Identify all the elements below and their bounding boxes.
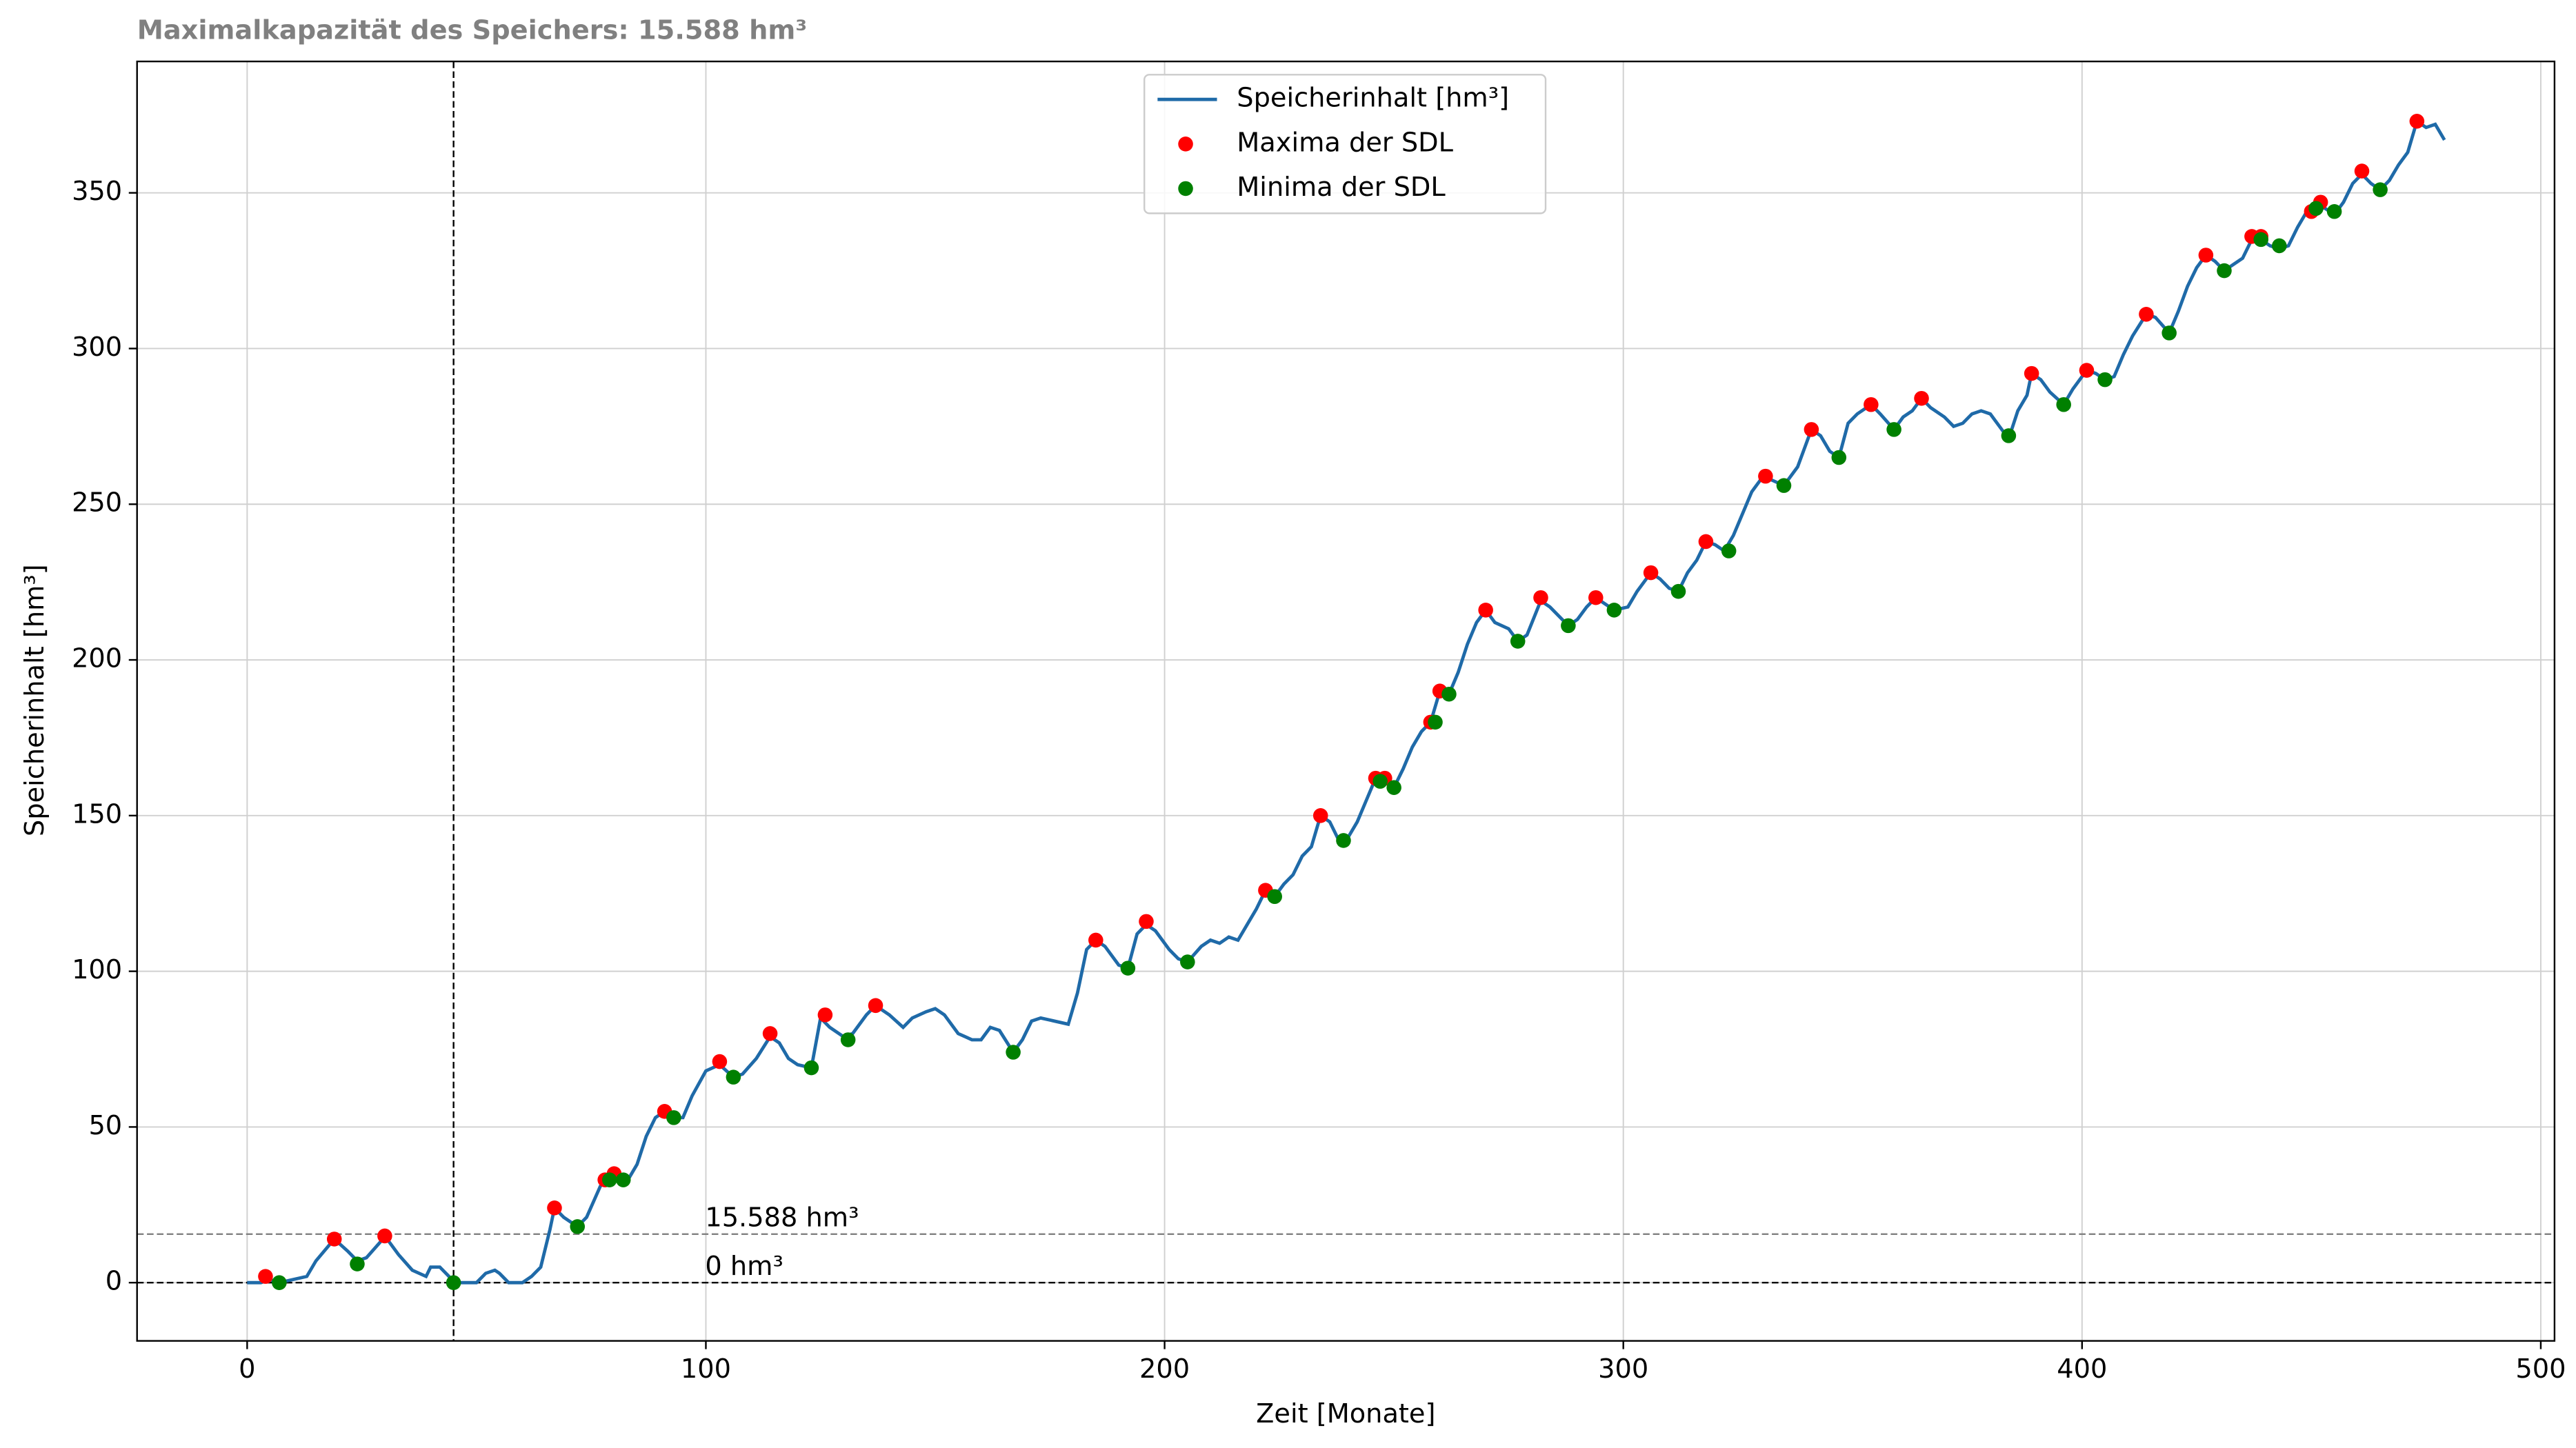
reference-label: 0 hm³ bbox=[705, 1251, 783, 1282]
legend-swatch bbox=[1178, 137, 1193, 152]
data-point bbox=[1864, 396, 1879, 412]
data-point bbox=[1643, 565, 1659, 581]
chart-title: Maximalkapazität des Speichers: 15.588 h… bbox=[137, 15, 807, 46]
data-point bbox=[1561, 618, 1576, 634]
x-axis-label: Zeit [Monate] bbox=[1256, 1398, 1435, 1429]
data-point bbox=[712, 1054, 728, 1069]
data-point bbox=[1698, 534, 1714, 550]
legend-label: Maxima der SDL bbox=[1237, 127, 1453, 158]
y-tick-label: 300 bbox=[72, 332, 122, 363]
data-point bbox=[1006, 1045, 1021, 1060]
y-tick-label: 200 bbox=[72, 643, 122, 674]
data-point bbox=[803, 1060, 819, 1076]
y-tick-label: 350 bbox=[72, 176, 122, 207]
plot-frame bbox=[136, 60, 2556, 1342]
y-tick-label: 0 bbox=[106, 1266, 122, 1297]
y-tick-label: 50 bbox=[88, 1110, 122, 1141]
data-point bbox=[602, 1172, 617, 1187]
data-point bbox=[1510, 634, 1526, 649]
data-point bbox=[1267, 889, 1282, 905]
data-point bbox=[868, 998, 883, 1014]
data-point bbox=[1120, 961, 1136, 976]
data-point bbox=[1758, 468, 1773, 484]
y-tick-label: 100 bbox=[72, 954, 122, 985]
data-point bbox=[1312, 808, 1328, 823]
data-point bbox=[2056, 396, 2071, 412]
data-point bbox=[1914, 390, 1929, 406]
data-point bbox=[2253, 232, 2268, 248]
data-point bbox=[258, 1269, 273, 1284]
x-tick-label: 0 bbox=[239, 1354, 255, 1385]
data-point bbox=[377, 1228, 392, 1244]
data-point bbox=[1533, 590, 1548, 605]
data-point bbox=[840, 1032, 856, 1047]
data-point bbox=[1428, 714, 1443, 730]
data-point bbox=[272, 1275, 287, 1290]
data-point bbox=[1139, 914, 1154, 929]
data-point bbox=[2097, 372, 2113, 388]
data-point bbox=[547, 1200, 562, 1216]
data-point bbox=[1441, 686, 1457, 702]
data-point bbox=[615, 1172, 631, 1187]
data-point bbox=[2079, 363, 2095, 378]
data-point bbox=[666, 1110, 681, 1125]
data-point bbox=[2354, 163, 2370, 179]
legend-swatch bbox=[1178, 181, 1193, 197]
y-tick-label: 250 bbox=[72, 487, 122, 519]
data-point bbox=[2161, 325, 2177, 341]
data-point bbox=[1180, 954, 1195, 969]
data-point bbox=[2373, 182, 2388, 197]
data-point bbox=[1336, 833, 1351, 848]
x-tick-label: 500 bbox=[2515, 1354, 2566, 1385]
data-point bbox=[1670, 583, 1686, 599]
data-point bbox=[1831, 450, 1847, 465]
x-tick-label: 300 bbox=[1598, 1354, 1648, 1385]
data-point bbox=[326, 1231, 342, 1247]
y-axis-label: Speicherinhalt [hm³] bbox=[19, 564, 50, 836]
data-point bbox=[350, 1256, 365, 1271]
data-point bbox=[1088, 932, 1104, 948]
data-point bbox=[817, 1007, 833, 1023]
data-point bbox=[1386, 780, 1401, 795]
data-point bbox=[762, 1026, 778, 1041]
data-point bbox=[1721, 543, 1737, 559]
data-point bbox=[2024, 365, 2039, 381]
legend-box bbox=[1144, 74, 1547, 214]
x-tick-label: 100 bbox=[681, 1354, 731, 1385]
data-point bbox=[2409, 114, 2425, 129]
data-point bbox=[2272, 238, 2287, 254]
data-point bbox=[2198, 248, 2214, 263]
data-point bbox=[2139, 307, 2154, 322]
data-point bbox=[2217, 263, 2232, 279]
data-point bbox=[2326, 203, 2342, 219]
data-point bbox=[570, 1219, 586, 1234]
data-point bbox=[1776, 478, 1792, 493]
data-point bbox=[1588, 590, 1604, 605]
data-line bbox=[247, 118, 2446, 1285]
reference-label: 15.588 hm³ bbox=[705, 1203, 859, 1234]
data-point bbox=[2308, 201, 2324, 217]
data-point bbox=[446, 1275, 461, 1290]
y-tick-label: 150 bbox=[72, 798, 122, 829]
data-point bbox=[1606, 603, 1622, 618]
x-tick-label: 400 bbox=[2057, 1354, 2107, 1385]
data-point bbox=[726, 1069, 741, 1085]
x-tick-label: 200 bbox=[1139, 1354, 1190, 1385]
data-point bbox=[1478, 603, 1493, 618]
data-point bbox=[1804, 422, 1819, 437]
legend-label: Minima der SDL bbox=[1237, 172, 1446, 203]
data-point bbox=[1886, 422, 1901, 437]
data-point bbox=[1372, 774, 1388, 789]
data-point bbox=[2001, 428, 2017, 443]
legend-label: Speicherinhalt [hm³] bbox=[1237, 83, 1509, 114]
